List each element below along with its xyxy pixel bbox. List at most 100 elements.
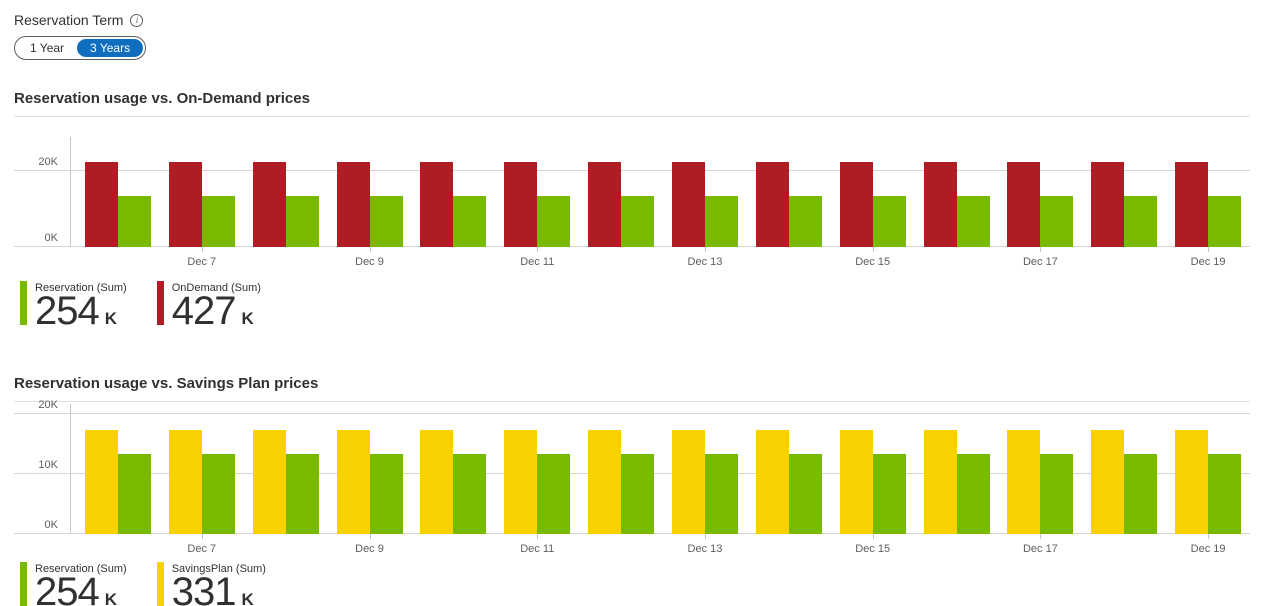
bar-reservation	[1124, 196, 1158, 247]
x-axis-label: Dec 19	[1190, 543, 1226, 555]
bar-reservation	[788, 453, 822, 534]
bar-reservation	[1040, 196, 1074, 247]
x-slot: Dec 9	[328, 247, 412, 273]
bar-ondemand	[252, 161, 286, 247]
bar-reservation	[201, 453, 235, 534]
bar-savingsplan	[168, 429, 202, 534]
bar-group-dec-16	[915, 161, 999, 247]
x-slot: Dec 17	[998, 247, 1082, 273]
bar-group-dec-9	[328, 429, 412, 534]
x-axis-label: Dec 11	[520, 256, 555, 268]
x-tick	[369, 247, 371, 252]
legend-unit: K	[241, 309, 254, 328]
bar-group-dec-7	[160, 161, 244, 247]
x-slot: Dec 17	[998, 534, 1082, 560]
chart-title-ondemand: Reservation usage vs. On-Demand prices	[14, 90, 310, 107]
x-axis-label: Dec 9	[355, 256, 384, 268]
legend-label: OnDemand (Sum)	[171, 282, 261, 294]
legend-unit: K	[241, 590, 254, 606]
x-tick	[1040, 247, 1042, 252]
x-axis-label: Dec 7	[187, 543, 217, 555]
x-slot	[915, 247, 999, 273]
bar-reservation	[956, 453, 990, 534]
bar-savingsplan	[420, 429, 454, 534]
bar-reservation	[285, 453, 319, 534]
bar-ondemand	[84, 161, 118, 247]
legend-label: Reservation (Sum)	[35, 282, 127, 294]
x-axis-labels: Dec 7 Dec 9 Dec 11 Dec 13 Dec 15 Dec 17 Dec 19	[76, 534, 1250, 560]
chart-title-savingsplan: Reservation usage vs. Savings Plan price…	[14, 375, 319, 392]
divider	[14, 116, 1250, 117]
x-tick	[872, 534, 874, 539]
plot-area-savingsplan: 0K 10K 20K	[14, 400, 1250, 534]
x-axis-label: Dec 13	[687, 256, 723, 268]
bar-ondemand	[168, 161, 202, 247]
bars-area	[76, 404, 1250, 534]
divider	[14, 401, 1250, 402]
legend-unit: K	[104, 590, 118, 606]
legend-unit: K	[104, 309, 118, 328]
y-axis-label: 0K	[44, 519, 58, 531]
bar-group-dec-18	[1082, 161, 1166, 247]
x-slot	[1082, 534, 1166, 560]
x-axis-label: Dec 15	[855, 543, 891, 555]
x-axis-label: Dec 15	[855, 256, 891, 268]
bar-group-dec-9	[328, 161, 412, 247]
x-slot: Dec 19	[1166, 534, 1250, 560]
x-slot	[76, 534, 160, 560]
bars-area	[76, 137, 1250, 247]
bar-group-dec-11	[495, 161, 579, 247]
bar-ondemand	[504, 161, 538, 247]
bar-reservation	[872, 196, 906, 247]
legend-value: 331	[171, 570, 237, 606]
toggle-option-3-years[interactable]: 3 Years	[77, 39, 144, 57]
legend-color-savingsplan	[156, 562, 164, 606]
bar-reservation	[285, 196, 319, 247]
info-icon[interactable]: i	[130, 13, 144, 27]
bar-group-dec-14	[747, 429, 831, 534]
x-tick	[1208, 247, 1210, 252]
bar-ondemand	[336, 161, 370, 247]
x-tick	[704, 534, 706, 539]
bar-reservation	[872, 453, 906, 534]
bar-reservation	[1208, 196, 1242, 247]
bar-ondemand	[588, 161, 622, 247]
x-slot: Dec 15	[831, 247, 915, 273]
bar-group-dec-8	[244, 429, 328, 534]
bar-savingsplan	[504, 429, 538, 534]
bar-reservation	[621, 196, 655, 247]
bar-group-dec-15	[831, 429, 915, 534]
bar-group-dec-8	[244, 161, 328, 247]
y-axis-label: 20K	[38, 156, 58, 169]
bar-reservation	[704, 453, 738, 534]
x-slot: Dec 7	[160, 534, 244, 560]
x-slot	[747, 247, 831, 273]
x-tick	[201, 247, 203, 252]
bar-ondemand	[1175, 161, 1209, 247]
x-tick	[1040, 534, 1042, 539]
x-slot	[411, 534, 495, 560]
bar-ondemand	[1007, 161, 1041, 247]
legend-savingsplan: Reservation (Sum) 254 K SavingsPlan (Sum…	[20, 562, 1250, 606]
bar-savingsplan	[336, 429, 370, 534]
y-axis-label: 0K	[44, 232, 58, 244]
plot-area-ondemand: 0K 20K	[14, 137, 1250, 247]
legend-ondemand: Reservation (Sum) 254 K OnDemand (Sum) 4…	[20, 281, 1250, 333]
x-tick	[872, 247, 874, 252]
bar-reservation	[537, 196, 571, 247]
reservation-term-toggle[interactable]: 1 Year 3 Years	[14, 36, 147, 60]
x-slot: Dec 11	[495, 534, 579, 560]
bar-savingsplan	[671, 429, 705, 534]
bar-group-dec-10	[411, 429, 495, 534]
bar-group-dec-12	[579, 161, 663, 247]
bar-group-dec-6	[76, 429, 160, 534]
legend-value: 427	[171, 289, 237, 333]
bar-ondemand	[923, 161, 957, 247]
x-axis-label: Dec 11	[520, 543, 555, 555]
toggle-option-1-year[interactable]: 1 Year	[17, 39, 77, 57]
bar-reservation	[621, 453, 655, 534]
legend-label: Reservation (Sum)	[35, 563, 127, 575]
bar-reservation	[788, 196, 822, 247]
bar-group-dec-17	[998, 429, 1082, 534]
bar-group-dec-12	[579, 429, 663, 534]
